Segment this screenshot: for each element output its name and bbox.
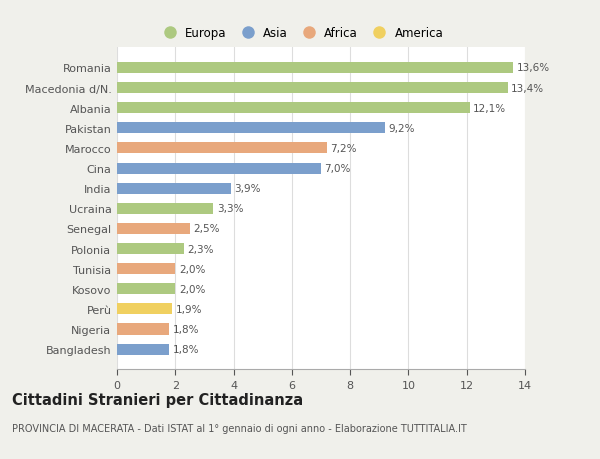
Bar xyxy=(117,344,169,355)
Bar xyxy=(117,304,172,315)
Bar xyxy=(117,224,190,235)
Text: Cittadini Stranieri per Cittadinanza: Cittadini Stranieri per Cittadinanza xyxy=(12,392,303,408)
Bar xyxy=(117,143,327,154)
Bar xyxy=(117,123,385,134)
Bar xyxy=(117,163,321,174)
Text: 1,9%: 1,9% xyxy=(176,304,202,314)
Text: 2,5%: 2,5% xyxy=(193,224,220,234)
Text: 3,9%: 3,9% xyxy=(234,184,260,194)
Bar xyxy=(117,183,230,194)
Text: 2,0%: 2,0% xyxy=(179,264,205,274)
Bar xyxy=(117,103,470,114)
Bar xyxy=(117,284,175,295)
Text: 13,4%: 13,4% xyxy=(511,84,544,93)
Text: 7,0%: 7,0% xyxy=(325,164,351,174)
Text: 13,6%: 13,6% xyxy=(517,63,550,73)
Bar xyxy=(117,324,169,335)
Text: 12,1%: 12,1% xyxy=(473,103,506,113)
Text: 2,0%: 2,0% xyxy=(179,284,205,294)
Legend: Europa, Asia, Africa, America: Europa, Asia, Africa, America xyxy=(153,22,448,45)
Text: PROVINCIA DI MACERATA - Dati ISTAT al 1° gennaio di ogni anno - Elaborazione TUT: PROVINCIA DI MACERATA - Dati ISTAT al 1°… xyxy=(12,423,467,433)
Text: 3,3%: 3,3% xyxy=(217,204,243,214)
Bar xyxy=(117,203,213,214)
Bar xyxy=(117,263,175,274)
Text: 9,2%: 9,2% xyxy=(389,123,415,134)
Bar xyxy=(117,63,514,74)
Text: 1,8%: 1,8% xyxy=(173,344,199,354)
Text: 2,3%: 2,3% xyxy=(188,244,214,254)
Text: 1,8%: 1,8% xyxy=(173,325,199,334)
Bar xyxy=(117,243,184,255)
Bar xyxy=(117,83,508,94)
Text: 7,2%: 7,2% xyxy=(331,144,357,154)
